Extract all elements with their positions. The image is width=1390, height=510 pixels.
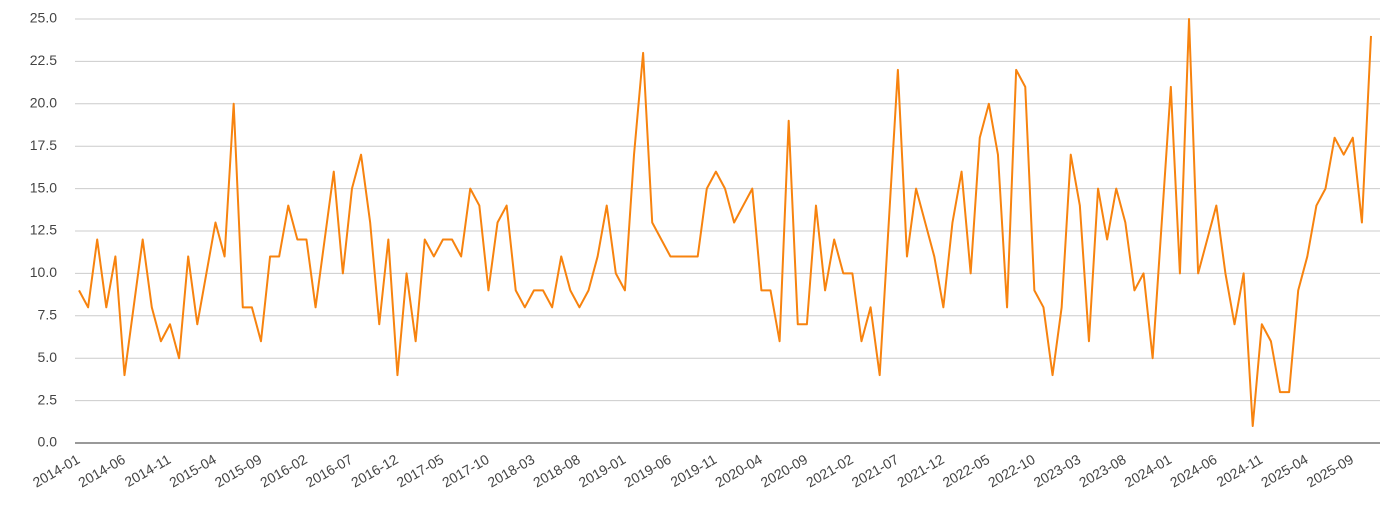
x-tick-label: 2025-04 [1258, 451, 1311, 491]
y-tick-label: 5.0 [38, 349, 58, 365]
x-tick-label: 2021-07 [849, 451, 902, 491]
x-tick-label: 2024-01 [1122, 451, 1175, 491]
x-tick-label: 2016-07 [303, 451, 356, 491]
x-tick-label: 2019-11 [668, 451, 720, 490]
x-tick-label: 2018-03 [485, 451, 538, 491]
x-tick-label: 2021-02 [803, 451, 856, 491]
x-tick-label: 2016-02 [257, 451, 310, 491]
x-tick-label: 2014-11 [122, 451, 174, 490]
x-tick-label: 2024-11 [1214, 451, 1266, 490]
x-tick-label: 2014-01 [30, 451, 83, 491]
x-tick-label: 2019-01 [576, 451, 629, 491]
x-tick-label: 2022-05 [940, 451, 993, 491]
x-tick-label: 2021-12 [894, 451, 947, 491]
y-tick-label: 25.0 [30, 10, 57, 26]
x-tick-label: 2015-09 [212, 451, 265, 491]
y-tick-label: 10.0 [30, 264, 57, 280]
x-tick-label: 2020-09 [758, 451, 811, 491]
x-tick-label: 2015-04 [166, 451, 219, 491]
x-tick-label: 2022-10 [985, 451, 1038, 491]
y-tick-label: 0.0 [38, 434, 58, 450]
x-tick-label: 2019-06 [621, 451, 674, 491]
x-tick-label: 2018-08 [530, 451, 583, 491]
x-tick-label: 2025-09 [1304, 451, 1357, 491]
y-tick-label: 2.5 [38, 391, 58, 407]
y-tick-label: 7.5 [38, 307, 58, 323]
y-tick-label: 12.5 [30, 222, 57, 238]
x-tick-label: 2023-03 [1031, 451, 1084, 491]
x-tick-label: 2020-04 [712, 451, 765, 491]
y-tick-label: 22.5 [30, 52, 57, 68]
x-tick-label: 2014-06 [75, 451, 128, 491]
x-tick-label: 2017-10 [439, 451, 492, 491]
x-tick-label: 2023-08 [1076, 451, 1129, 491]
y-tick-label: 20.0 [30, 95, 57, 111]
y-tick-label: 17.5 [30, 137, 57, 153]
x-tick-label: 2016-12 [348, 451, 401, 491]
x-tick-label: 2024-06 [1167, 451, 1220, 491]
x-tick-label: 2017-05 [394, 451, 447, 491]
y-tick-label: 15.0 [30, 179, 57, 195]
data-line [78, 18, 1372, 428]
